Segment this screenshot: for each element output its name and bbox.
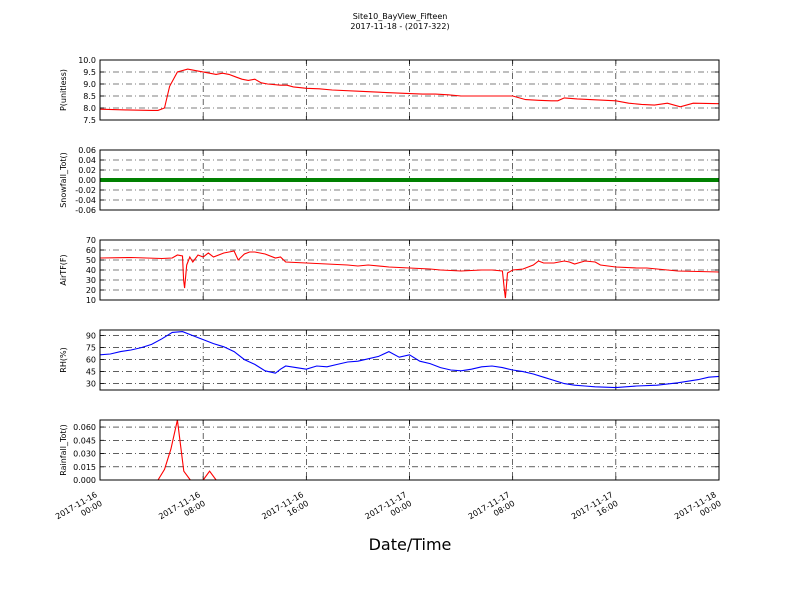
y-axis-label: P(unitless) bbox=[59, 69, 68, 111]
y-tick-label: 0.030 bbox=[73, 450, 96, 459]
panel-4: 30 45 60 75 90 RH(%) bbox=[59, 329, 720, 391]
y-axis-label: Snowfall_Tot() bbox=[59, 152, 68, 208]
y-axis-label: AirTF(F) bbox=[59, 254, 68, 285]
panel-2: -0.06-0.04-0.020.000.020.040.06 Snowfall_… bbox=[59, 146, 720, 215]
panel-frame bbox=[99, 149, 720, 211]
y-tick-label: 10.0 bbox=[78, 56, 96, 65]
series-line bbox=[100, 420, 719, 480]
y-tick-label: 0.06 bbox=[78, 146, 96, 155]
y-tick-label: 0.00 bbox=[78, 176, 96, 185]
y-tick-label: -0.02 bbox=[75, 186, 96, 195]
panel-frame bbox=[99, 419, 720, 481]
y-tick-label: 40 bbox=[86, 266, 96, 275]
panel-5: 0.000 0.015 0.030 0.045 0.060 Rainfall_Tot() bbox=[59, 419, 720, 485]
y-tick-label: 0.000 bbox=[73, 476, 96, 485]
y-tick-label: 45 bbox=[86, 368, 96, 377]
series-line bbox=[100, 331, 719, 389]
panel-frame bbox=[99, 239, 720, 301]
y-axis-label: RH(%) bbox=[59, 347, 68, 372]
y-tick-label: 8.0 bbox=[83, 104, 96, 113]
y-tick-label: 7.5 bbox=[83, 116, 96, 125]
y-tick-label: 0.045 bbox=[73, 436, 96, 445]
series-line bbox=[100, 68, 719, 111]
y-tick-label: 0.060 bbox=[73, 423, 96, 432]
y-tick-label: 30 bbox=[86, 276, 96, 285]
chart-panels: 7.5 8.0 8.5 9.0 9.5 10.0 P(unitless) -0.06-0.04… bbox=[59, 56, 720, 485]
y-tick-label: 0.04 bbox=[78, 156, 96, 165]
y-tick-label: -0.04 bbox=[75, 196, 96, 205]
y-tick-label: 70 bbox=[86, 236, 96, 245]
panel-1: 7.5 8.0 8.5 9.0 9.5 10.0 P(unitless) bbox=[59, 56, 720, 125]
chart-title: Site10_BayView_Fifteen bbox=[353, 12, 448, 21]
y-tick-label: 50 bbox=[86, 256, 96, 265]
y-tick-label: -0.06 bbox=[75, 206, 96, 215]
series-line bbox=[100, 250, 719, 299]
panel-frame bbox=[99, 59, 720, 121]
y-tick-label: 20 bbox=[86, 286, 96, 295]
y-tick-label: 60 bbox=[86, 356, 96, 365]
y-tick-label: 90 bbox=[86, 332, 96, 341]
y-tick-label: 9.0 bbox=[83, 80, 96, 89]
y-tick-label: 30 bbox=[86, 380, 96, 389]
chart-subtitle: 2017-11-18 - (2017-322) bbox=[350, 22, 449, 31]
y-tick-label: 75 bbox=[86, 344, 96, 353]
y-tick-label: 10 bbox=[86, 296, 96, 305]
y-axis-label: Rainfall_Tot() bbox=[59, 424, 68, 476]
y-tick-label: 8.5 bbox=[83, 92, 96, 101]
x-axis-label: Date/Time bbox=[369, 535, 452, 554]
panel-frame bbox=[99, 329, 720, 391]
y-tick-label: 0.015 bbox=[73, 463, 96, 472]
y-tick-label: 0.02 bbox=[78, 166, 96, 175]
y-tick-label: 60 bbox=[86, 246, 96, 255]
y-tick-label: 9.5 bbox=[83, 68, 96, 77]
